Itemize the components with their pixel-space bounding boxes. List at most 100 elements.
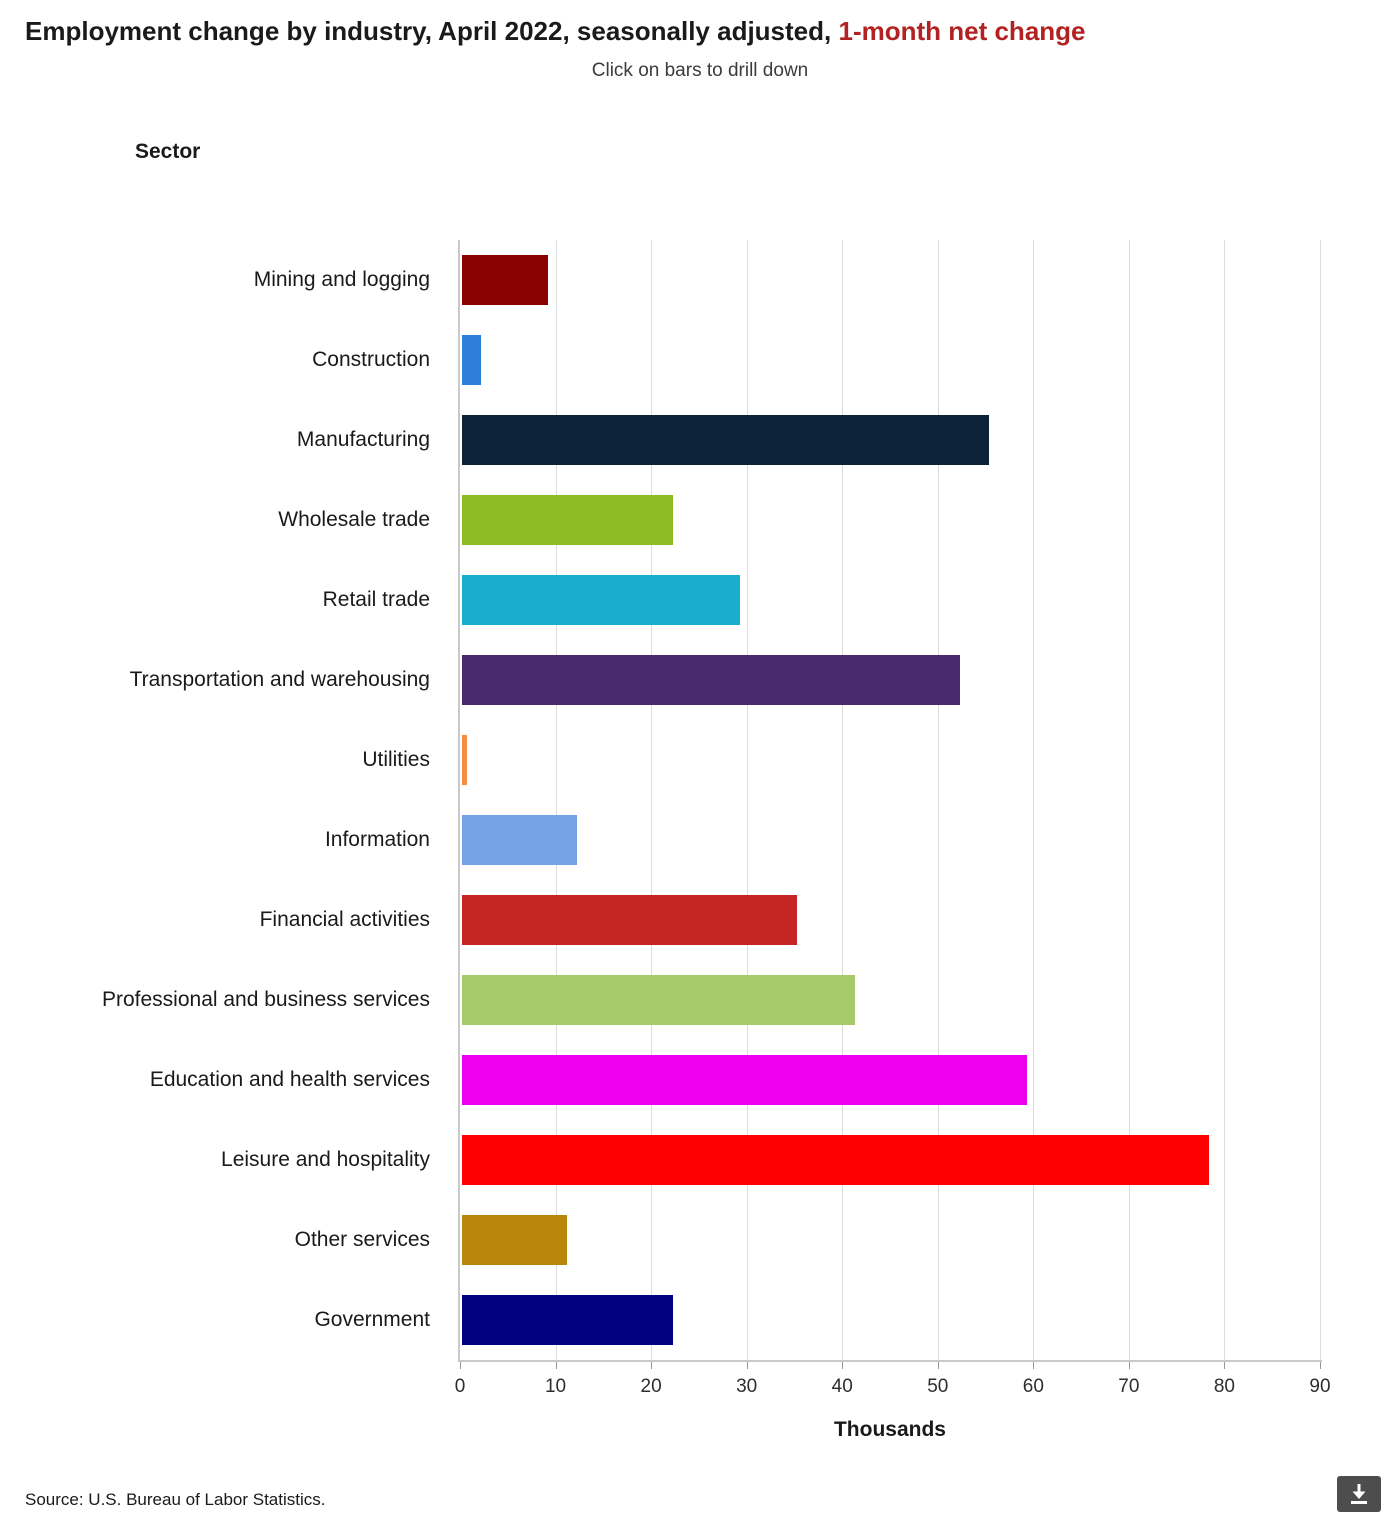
x-tick-label: 30 — [736, 1376, 758, 1397]
chart-rows: Mining and logging Construction Manufactur… — [0, 240, 1322, 1360]
category-label: Government — [314, 1308, 430, 1331]
chart-row: Financial activities — [0, 880, 1322, 960]
title-highlight: 1-month net change — [838, 16, 1086, 46]
bar-track — [460, 1280, 1322, 1360]
chart-row: Transportation and warehousing — [0, 640, 1322, 720]
bar-utilities[interactable] — [462, 735, 467, 785]
bar-professional-and-business-services[interactable] — [462, 975, 855, 1025]
bar-track — [460, 480, 1322, 560]
category-label: Utilities — [362, 748, 430, 771]
chart-row: Information — [0, 800, 1322, 880]
bar-retail-trade[interactable] — [462, 575, 740, 625]
bar-track — [460, 1120, 1322, 1200]
x-tick-mark — [651, 1362, 653, 1369]
bar-construction[interactable] — [462, 335, 482, 385]
bar-education-and-health-services[interactable] — [462, 1055, 1028, 1105]
x-tick-mark — [842, 1362, 844, 1369]
x-tick-mark — [460, 1362, 461, 1369]
bar-track — [460, 960, 1322, 1040]
bar-transportation-and-warehousing[interactable] — [462, 655, 961, 705]
chart-row: Retail trade — [0, 560, 1322, 640]
category-label: Manufacturing — [296, 428, 430, 451]
bar-track — [460, 240, 1322, 320]
x-tick-label: 50 — [927, 1376, 949, 1397]
x-axis-line — [458, 1360, 1322, 1362]
gridline — [1128, 240, 1130, 1360]
x-tick-label: 70 — [1118, 1376, 1140, 1397]
bar-government[interactable] — [462, 1295, 673, 1345]
gridline — [651, 240, 653, 1360]
x-tick-label: 90 — [1309, 1376, 1331, 1397]
chart-row: Leisure and hospitality — [0, 1120, 1322, 1200]
chart-row: Education and health services — [0, 1040, 1322, 1120]
bar-chart: Mining and logging Construction Manufactur… — [0, 240, 1340, 1490]
bar-information[interactable] — [462, 815, 577, 865]
chart-row: Utilities — [0, 720, 1322, 800]
chart-subtitle: Click on bars to drill down — [591, 60, 809, 81]
chart-row: Other services — [0, 1200, 1322, 1280]
x-tick-labels: 0 10 20 30 40 50 60 70 80 90 — [455, 1376, 1331, 1402]
bar-leisure-and-hospitality[interactable] — [462, 1135, 1210, 1185]
category-label: Mining and logging — [253, 268, 430, 291]
chart-title-main: Employment change by industry, April 202… — [25, 16, 832, 46]
bar-track — [460, 720, 1322, 800]
x-axis-label: Thousands — [833, 1418, 946, 1441]
x-tick-label: 0 — [454, 1376, 466, 1397]
x-tick-mark — [746, 1362, 748, 1369]
download-icon — [1351, 1484, 1367, 1504]
bar-track — [460, 320, 1322, 400]
category-label: Other services — [294, 1228, 430, 1251]
category-label: Professional and business services — [101, 988, 430, 1011]
gridline — [1224, 240, 1226, 1360]
x-tick-marks — [460, 1362, 1321, 1370]
x-tick-mark — [555, 1362, 557, 1369]
gridlines — [460, 240, 1321, 1360]
chart-row: Mining and logging — [0, 240, 1322, 320]
gridline — [555, 240, 557, 1360]
category-label: Wholesale trade — [278, 508, 430, 531]
bar-track — [460, 560, 1322, 640]
y-axis-title: Sector — [135, 140, 201, 163]
category-label: Education and health services — [149, 1068, 430, 1091]
x-tick-label: 10 — [544, 1376, 567, 1397]
bar-other-services[interactable] — [462, 1215, 568, 1265]
y-axis-line — [458, 240, 460, 1362]
source-text: Source: U.S. Bureau of Labor Statistics. — [25, 1490, 326, 1509]
chart-row: Manufacturing — [0, 400, 1322, 480]
x-tick-label: 40 — [831, 1376, 853, 1397]
x-tick-label: 60 — [1022, 1376, 1044, 1397]
category-label: Construction — [312, 348, 430, 371]
gridline — [1033, 240, 1035, 1360]
gridline — [746, 240, 748, 1360]
category-label: Financial activities — [259, 908, 430, 931]
bar-financial-activities[interactable] — [462, 895, 798, 945]
x-tick-mark — [1320, 1362, 1321, 1369]
bar-manufacturing[interactable] — [462, 415, 989, 465]
x-tick-mark — [1224, 1362, 1226, 1369]
bar-mining-and-logging[interactable] — [462, 255, 549, 305]
chart-title: Employment change by industry, April 202… — [25, 16, 1086, 47]
x-tick-mark — [1128, 1362, 1130, 1369]
bar-wholesale-trade[interactable] — [462, 495, 673, 545]
bar-track — [460, 1040, 1322, 1120]
chart-row: Government — [0, 1280, 1322, 1360]
bar-track — [460, 400, 1322, 480]
category-label: Retail trade — [322, 588, 430, 611]
chart-row: Wholesale trade — [0, 480, 1322, 560]
bar-track — [460, 800, 1322, 880]
gridline — [1320, 240, 1321, 1360]
x-tick-mark — [937, 1362, 939, 1369]
gridline — [937, 240, 939, 1360]
download-button[interactable] — [1337, 1476, 1381, 1512]
category-label: Transportation and warehousing — [129, 668, 430, 691]
chart-row: Professional and business services — [0, 960, 1322, 1040]
bar-track — [460, 880, 1322, 960]
chart-row: Construction — [0, 320, 1322, 400]
bar-track — [460, 640, 1322, 720]
gridline — [842, 240, 844, 1360]
x-tick-label: 20 — [640, 1376, 662, 1397]
x-tick-mark — [1033, 1362, 1035, 1369]
x-tick-label: 80 — [1213, 1376, 1236, 1397]
category-label: Leisure and hospitality — [221, 1148, 430, 1171]
category-label: Information — [324, 828, 430, 851]
